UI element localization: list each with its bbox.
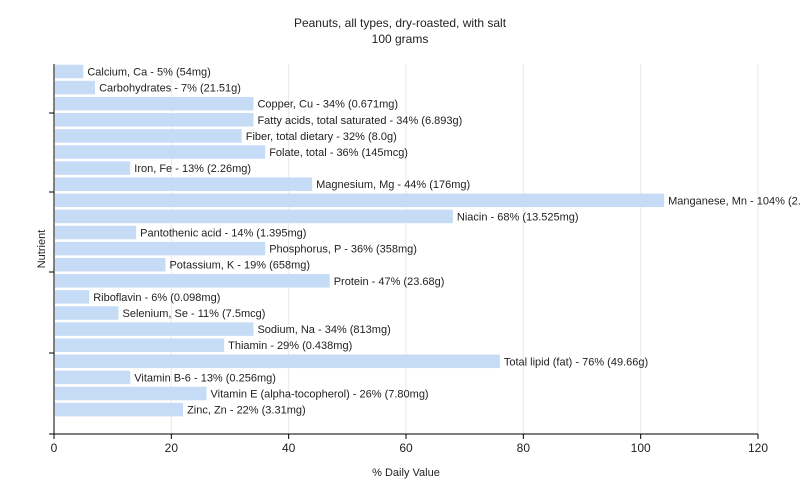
bar-label-14: Riboflavin - 6% (0.098mg) [93,292,220,304]
bar-20 [55,386,207,401]
bar-label-15: Selenium, Se - 11% (7.5mcg) [123,308,266,320]
bar-label-20: Vitamin E (alpha-tocopherol) - 26% (7.80… [211,389,429,401]
x-tick-label-40: 40 [282,441,296,455]
bar-14 [55,290,90,304]
bar-1 [55,80,96,95]
chart-subtitle: 100 grams [371,32,429,46]
bar-11 [55,241,266,256]
x-tick-label-100: 100 [631,441,651,455]
bar-10 [55,225,137,240]
bars: Calcium, Ca - 5% (54mg) Carbohydrates - 7… [55,64,800,417]
x-tick-label-80: 80 [517,441,531,455]
bar-3 [55,113,254,127]
bar-label-12: Potassium, K - 19% (658mg) [169,260,310,272]
bar-17 [55,338,225,352]
x-axis-title: % Daily Value [372,467,440,479]
bar-12 [55,257,166,272]
bar-label-10: Pantothenic acid - 14% (1.395mg) [140,228,306,240]
bar-15 [55,306,119,320]
x-tick-label-60: 60 [399,441,413,455]
bar-label-7: Magnesium, Mg - 44% (176mg) [316,179,470,191]
y-axis-title: Nutrient [36,230,48,269]
bar-label-8: Manganese, Mn - 104% (2.083mg) [668,195,800,207]
bar-label-19: Vitamin B-6 - 13% (0.256mg) [134,372,276,384]
bar-2 [55,96,254,111]
bar-label-18: Total lipid (fat) - 76% (49.66g) [504,356,648,368]
bar-label-0: Calcium, Ca - 5% (54mg) [87,67,210,79]
bar-label-4: Fiber, total dietary - 32% (8.0g) [246,131,397,143]
bar-16 [55,322,254,336]
bar-label-1: Carbohydrates - 7% (21.51g) [99,83,241,95]
bar-5 [55,145,266,159]
bar-label-6: Iron, Fe - 13% (2.26mg) [134,163,251,175]
bar-21 [55,402,184,417]
bar-9 [55,209,453,224]
bar-label-13: Protein - 47% (23.68g) [334,276,445,288]
bar-4 [55,129,242,143]
bar-8 [55,193,665,208]
bar-label-9: Niacin - 68% (13.525mg) [457,211,579,223]
bar-label-2: Copper, Cu - 34% (0.671mg) [257,99,398,111]
x-tick-label-20: 20 [165,441,179,455]
x-tick-label-120: 120 [748,441,768,455]
bar-label-21: Zinc, Zn - 22% (3.31mg) [187,405,306,417]
x-tick-label-0: 0 [51,441,58,455]
bar-6 [55,161,131,175]
bar-19 [55,370,131,385]
bar-7 [55,177,313,191]
bar-0 [55,64,84,79]
axes: 0 20 40 60 80 100 120 [49,64,768,455]
bar-label-3: Fatty acids, total saturated - 34% (6.89… [257,115,462,127]
chart-title: Peanuts, all types, dry-roasted, with sa… [293,16,507,30]
chart-title-block: Peanuts, all types, dry-roasted, with sa… [0,15,800,47]
bar-label-5: Folate, total - 36% (145mcg) [269,147,408,159]
bar-label-16: Sodium, Na - 34% (813mg) [257,324,390,336]
bar-label-11: Phosphorus, P - 36% (358mg) [269,244,417,256]
bar-label-17: Thiamin - 29% (0.438mg) [228,340,352,352]
bar-13 [55,274,330,288]
bar-18 [55,354,500,369]
